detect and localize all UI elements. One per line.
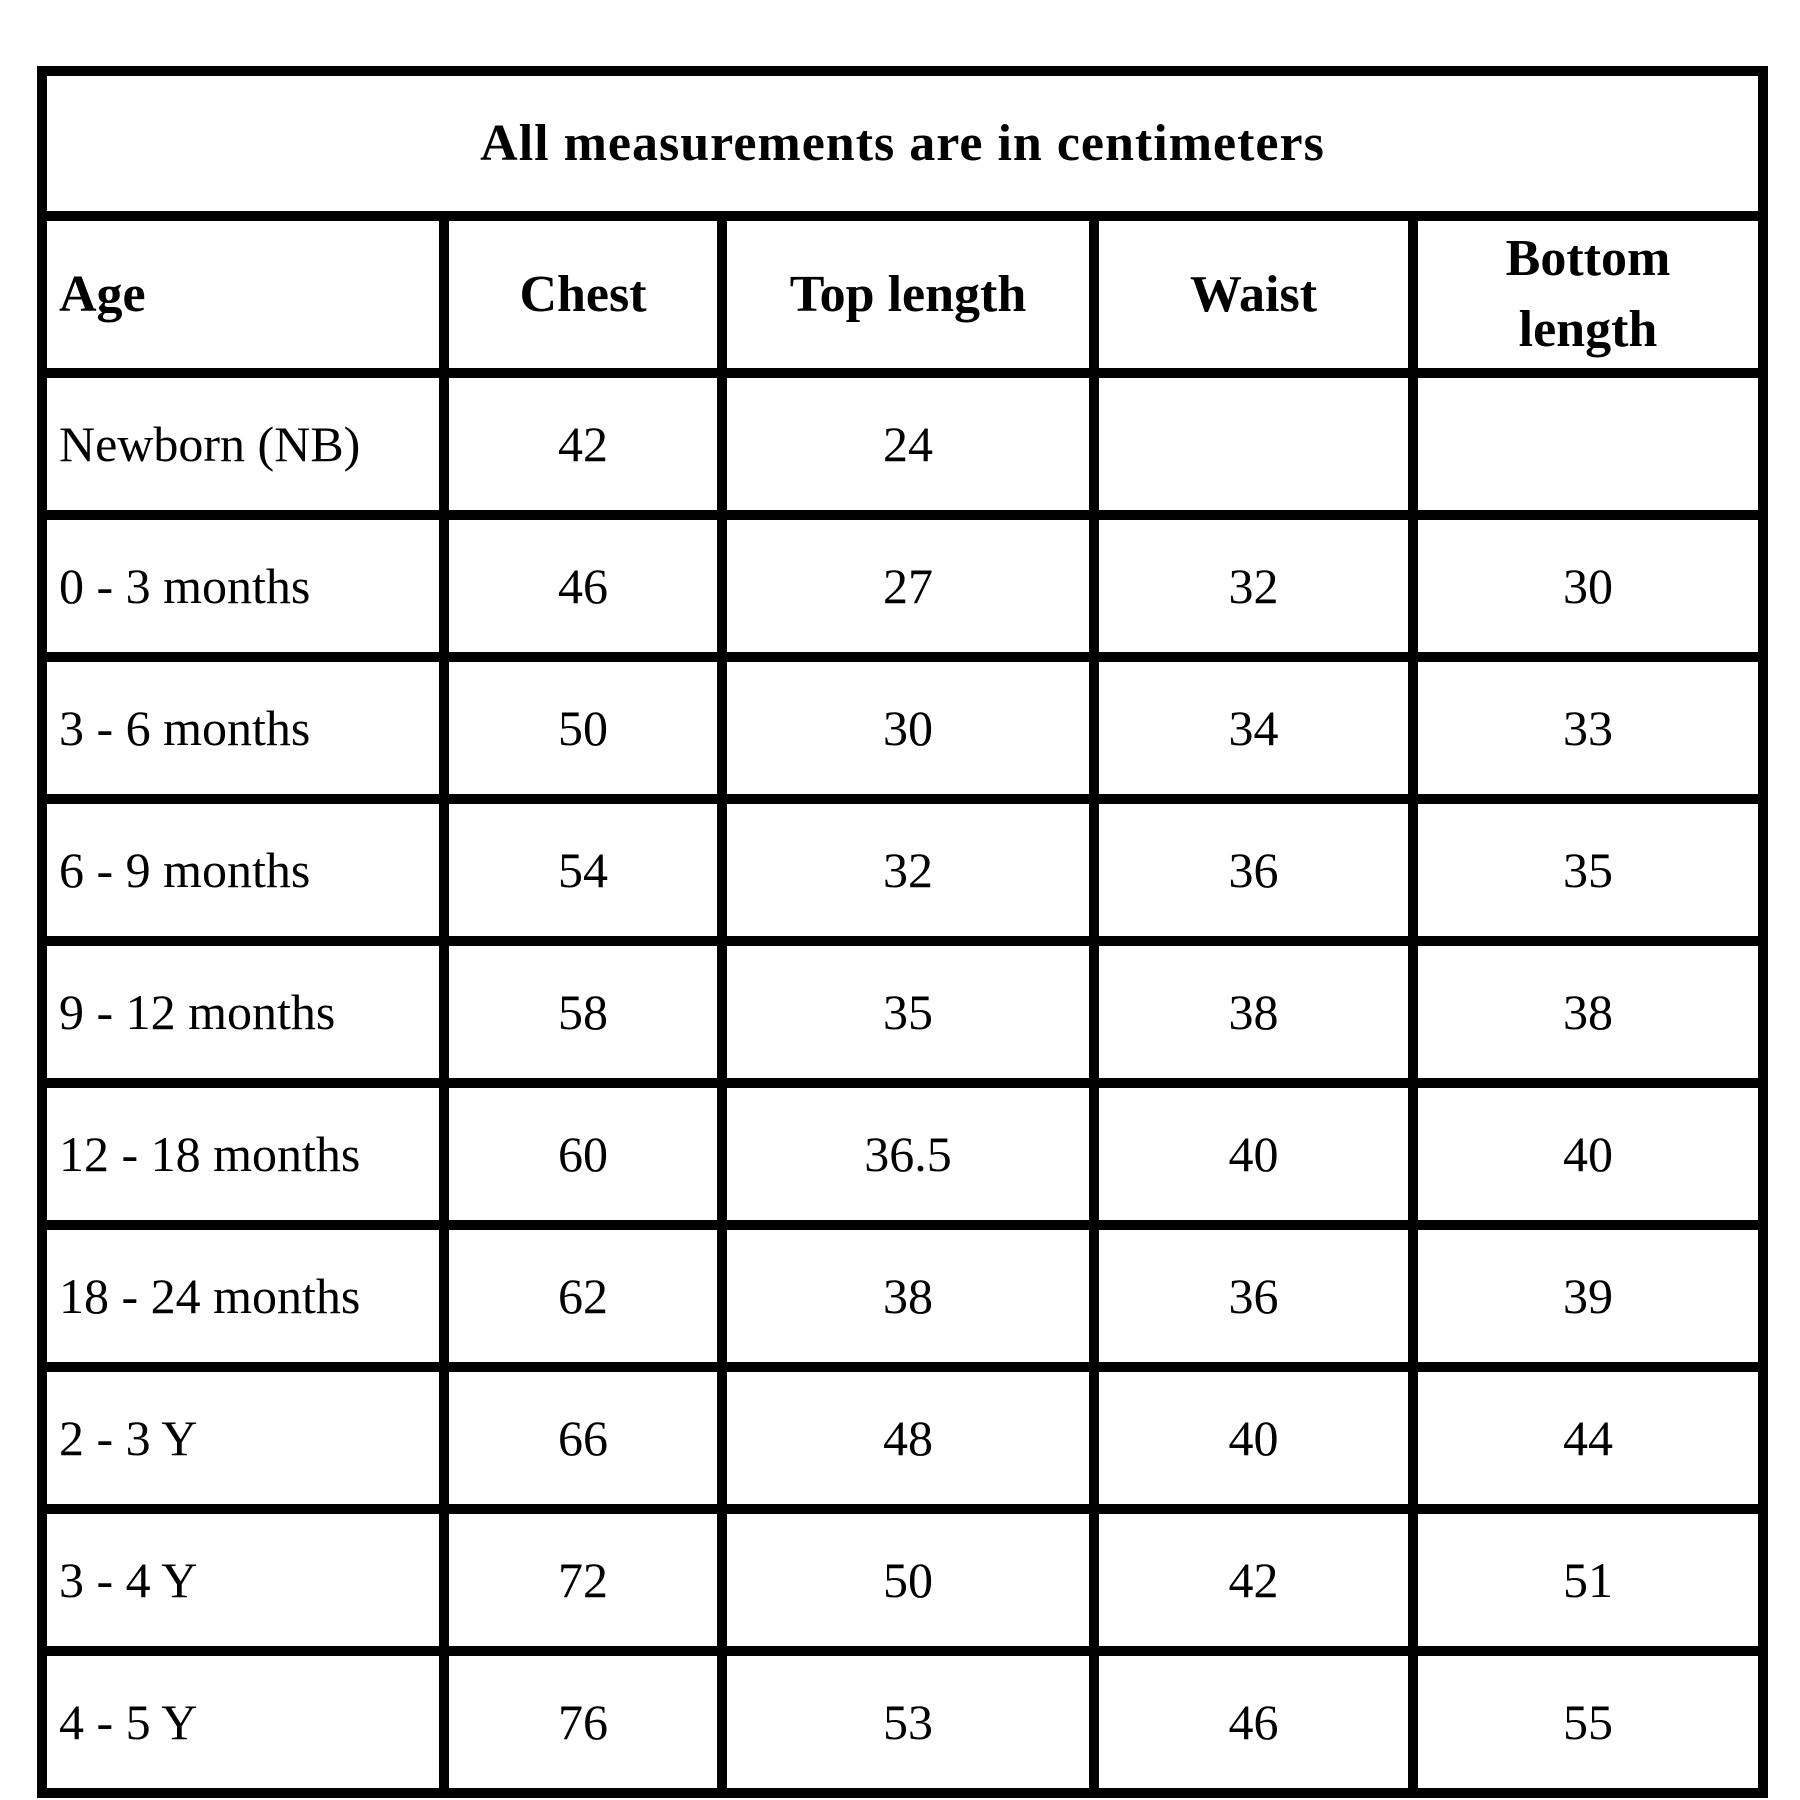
row-8-chest: 72 (439, 1504, 727, 1656)
row-7-waist: 40 (1089, 1362, 1418, 1514)
row-4-age: 9 - 12 months (37, 936, 449, 1088)
row-4-bottom-length: 38 (1408, 936, 1768, 1088)
table-row: 9 - 12 months 58 35 38 38 (37, 936, 1768, 1088)
row-6-chest: 62 (439, 1220, 727, 1372)
row-0-chest: 42 (439, 368, 727, 520)
row-3-bottom-length: 35 (1408, 794, 1768, 946)
row-0-bottom-length (1408, 368, 1768, 520)
row-1-age: 0 - 3 months (37, 510, 449, 662)
row-0-top-length: 24 (717, 368, 1099, 520)
row-0-waist (1089, 368, 1418, 520)
row-9-bottom-length: 55 (1408, 1646, 1768, 1798)
row-7-chest: 66 (439, 1362, 727, 1514)
table-title: All measurements are in centimeters (37, 66, 1768, 221)
row-3-top-length: 32 (717, 794, 1099, 946)
row-4-waist: 38 (1089, 936, 1418, 1088)
row-3-age: 6 - 9 months (37, 794, 449, 946)
row-6-top-length: 38 (717, 1220, 1099, 1372)
row-1-chest: 46 (439, 510, 727, 662)
table-row: Newborn (NB) 42 24 (37, 368, 1768, 520)
row-8-waist: 42 (1089, 1504, 1418, 1656)
row-6-bottom-length: 39 (1408, 1220, 1768, 1372)
row-2-age: 3 - 6 months (37, 652, 449, 804)
row-1-bottom-length: 30 (1408, 510, 1768, 662)
row-7-age: 2 - 3 Y (37, 1362, 449, 1514)
table-row: 2 - 3 Y 66 48 40 44 (37, 1362, 1768, 1514)
row-6-age: 18 - 24 months (37, 1220, 449, 1372)
row-5-age: 12 - 18 months (37, 1078, 449, 1230)
row-3-waist: 36 (1089, 794, 1418, 946)
table-row: 3 - 4 Y 72 50 42 51 (37, 1504, 1768, 1656)
row-2-waist: 34 (1089, 652, 1418, 804)
row-9-chest: 76 (439, 1646, 727, 1798)
column-header-top-length: Top length (717, 211, 1099, 378)
row-5-bottom-length: 40 (1408, 1078, 1768, 1230)
column-header-row: Age Chest Top length Waist Bottom length (37, 211, 1768, 378)
row-7-top-length: 48 (717, 1362, 1099, 1514)
row-8-bottom-length: 51 (1408, 1504, 1768, 1656)
row-8-top-length: 50 (717, 1504, 1099, 1656)
row-5-chest: 60 (439, 1078, 727, 1230)
row-2-chest: 50 (439, 652, 727, 804)
table-row: 0 - 3 months 46 27 32 30 (37, 510, 1768, 662)
row-4-chest: 58 (439, 936, 727, 1088)
title-row: All measurements are in centimeters (37, 66, 1768, 221)
column-header-bottom-length: Bottom length (1408, 211, 1768, 378)
size-chart-table: All measurements are in centimeters Age … (37, 66, 1768, 1798)
row-9-age: 4 - 5 Y (37, 1646, 449, 1798)
row-7-bottom-length: 44 (1408, 1362, 1768, 1514)
column-header-waist: Waist (1089, 211, 1418, 378)
column-header-chest: Chest (439, 211, 727, 378)
row-0-age: Newborn (NB) (37, 368, 449, 520)
table-row: 18 - 24 months 62 38 36 39 (37, 1220, 1768, 1372)
table-row: 12 - 18 months 60 36.5 40 40 (37, 1078, 1768, 1230)
row-8-age: 3 - 4 Y (37, 1504, 449, 1656)
row-2-bottom-length: 33 (1408, 652, 1768, 804)
row-4-top-length: 35 (717, 936, 1099, 1088)
row-1-top-length: 27 (717, 510, 1099, 662)
row-3-chest: 54 (439, 794, 727, 946)
table-row: 6 - 9 months 54 32 36 35 (37, 794, 1768, 946)
row-9-top-length: 53 (717, 1646, 1099, 1798)
column-header-bottom-length-label: Bottom length (1505, 230, 1671, 358)
row-9-waist: 46 (1089, 1646, 1418, 1798)
table-row: 3 - 6 months 50 30 34 33 (37, 652, 1768, 804)
row-5-waist: 40 (1089, 1078, 1418, 1230)
column-header-age: Age (37, 211, 449, 378)
row-2-top-length: 30 (717, 652, 1099, 804)
row-1-waist: 32 (1089, 510, 1418, 662)
row-5-top-length: 36.5 (717, 1078, 1099, 1230)
table-row: 4 - 5 Y 76 53 46 55 (37, 1646, 1768, 1798)
row-6-waist: 36 (1089, 1220, 1418, 1372)
